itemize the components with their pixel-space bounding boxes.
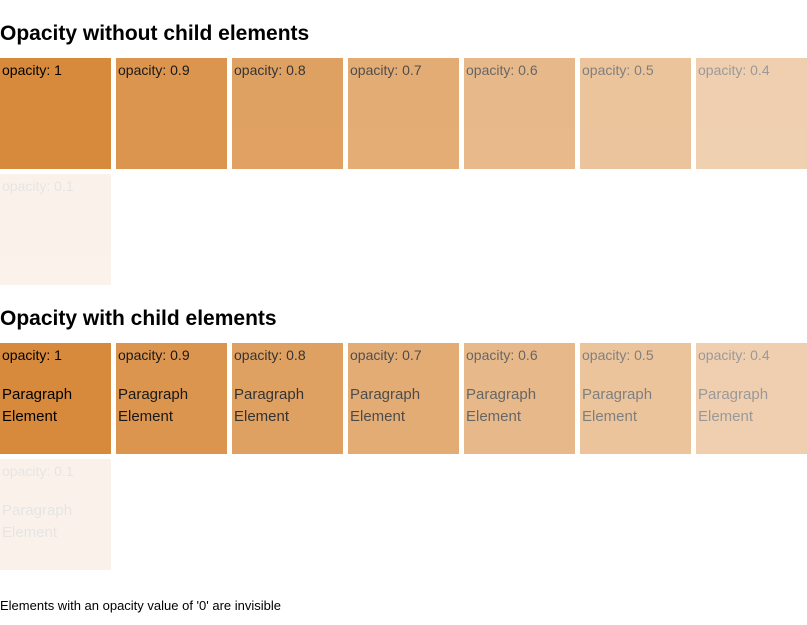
opacity-swatch-with-child: opacity: 1 Paragraph Element (0, 343, 111, 454)
opacity-swatch: opacity: 1 (0, 58, 111, 169)
opacity-swatch: opacity: 0.1 (0, 174, 111, 285)
opacity-swatch: opacity: 0.9 (116, 58, 227, 169)
opacity-swatch-with-child: opacity: 0.8 Paragraph Element (232, 343, 343, 454)
swatch-label: opacity: 0.5 (582, 62, 689, 79)
swatch-label: opacity: 0.8 (234, 62, 341, 79)
swatch-label: opacity: 0.6 (466, 62, 573, 79)
opacity-swatch-with-child: opacity: 0.5 Paragraph Element (580, 343, 691, 454)
swatch-label: opacity: 0.1 (2, 178, 109, 195)
swatch-label: opacity: 1 (2, 62, 109, 79)
swatch-label: opacity: 0.5 (582, 347, 689, 364)
swatch-child-paragraph: Paragraph Element (118, 384, 225, 429)
opacity-swatch: opacity: 0.5 (580, 58, 691, 169)
section1-grid: opacity: 1 opacity: 0.9 opacity: 0.8 opacit… (0, 58, 807, 285)
opacity-swatch-with-child: opacity: 0.6 Paragraph Element (464, 343, 575, 454)
swatch-label: opacity: 0.4 (698, 62, 805, 79)
section1-title: Opacity without child elements (0, 22, 807, 46)
footnote-text: Elements with an opacity value of '0' ar… (0, 598, 807, 613)
swatch-child-paragraph: Paragraph Element (350, 384, 457, 429)
opacity-swatch-with-child: opacity: 0.1 Paragraph Element (0, 459, 111, 570)
swatch-label: opacity: 0.6 (466, 347, 573, 364)
opacity-swatch: opacity: 0.4 (696, 58, 807, 169)
opacity-swatch: opacity: 0.7 (348, 58, 459, 169)
swatch-child-paragraph: Paragraph Element (234, 384, 341, 429)
opacity-swatch-with-child: opacity: 0.4 Paragraph Element (696, 343, 807, 454)
swatch-child-paragraph: Paragraph Element (2, 384, 109, 429)
swatch-child-paragraph: Paragraph Element (466, 384, 573, 429)
swatch-label: opacity: 0.9 (118, 62, 225, 79)
swatch-label: opacity: 0.7 (350, 347, 457, 364)
swatch-label: opacity: 0.1 (2, 463, 109, 480)
section2-title: Opacity with child elements (0, 307, 807, 331)
swatch-child-paragraph: Paragraph Element (698, 384, 805, 429)
swatch-child-paragraph: Paragraph Element (582, 384, 689, 429)
swatch-child-paragraph: Paragraph Element (2, 500, 109, 545)
section2-grid: opacity: 1 Paragraph Element opacity: 0.9 P… (0, 343, 807, 570)
swatch-label: opacity: 0.7 (350, 62, 457, 79)
opacity-swatch: opacity: 0.6 (464, 58, 575, 169)
opacity-swatch: opacity: 0.8 (232, 58, 343, 169)
opacity-swatch-with-child: opacity: 0.9 Paragraph Element (116, 343, 227, 454)
swatch-label: opacity: 1 (2, 347, 109, 364)
swatch-label: opacity: 0.9 (118, 347, 225, 364)
opacity-swatch-with-child: opacity: 0.7 Paragraph Element (348, 343, 459, 454)
swatch-label: opacity: 0.4 (698, 347, 805, 364)
swatch-label: opacity: 0.8 (234, 347, 341, 364)
